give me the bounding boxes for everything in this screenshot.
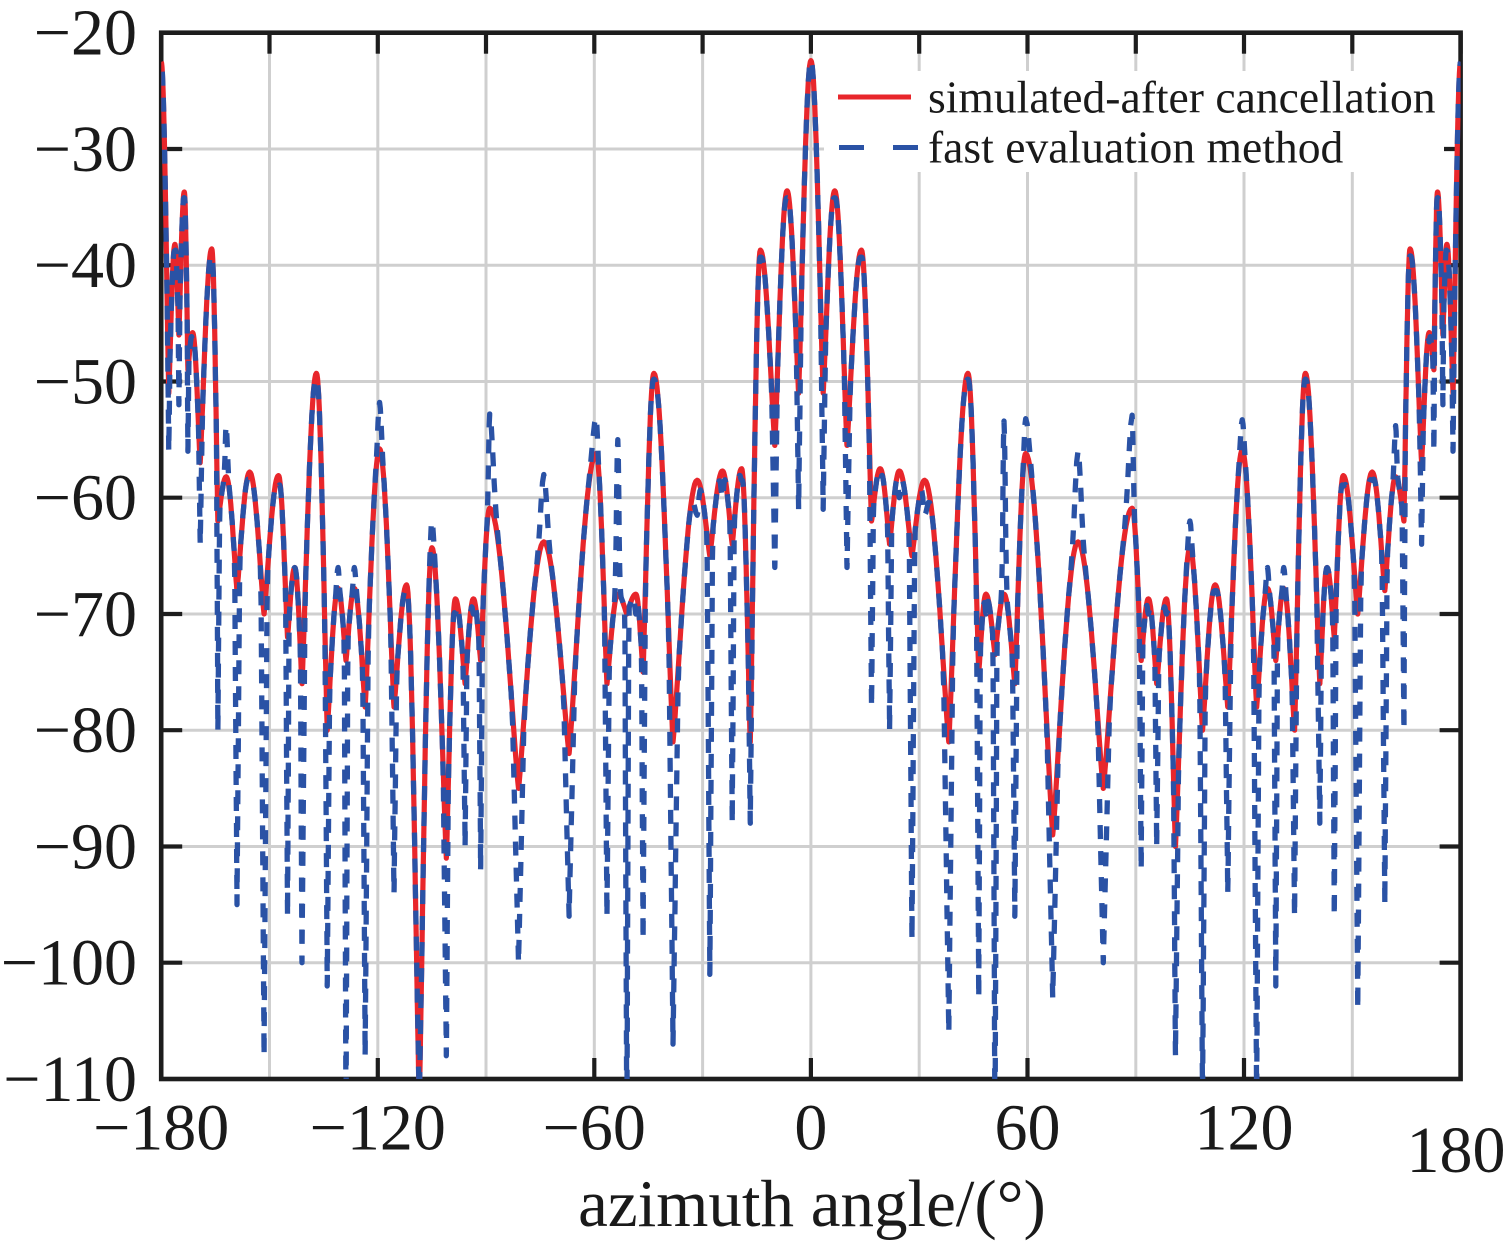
svg-text:120: 120: [1195, 1092, 1294, 1165]
svg-text:fast evaluation method: fast evaluation method: [928, 122, 1343, 173]
svg-text:180: 180: [1407, 1114, 1506, 1187]
svg-text:−180: −180: [93, 1092, 229, 1165]
svg-text:−120: −120: [310, 1092, 446, 1165]
svg-text:−50: −50: [34, 346, 137, 419]
svg-text:−60: −60: [34, 462, 137, 535]
svg-text:−80: −80: [34, 694, 137, 767]
svg-text:−110: −110: [3, 1043, 137, 1116]
svg-text:azimuth angle/(°): azimuth angle/(°): [578, 1167, 1046, 1241]
svg-text:−70: −70: [34, 578, 137, 651]
svg-text:0: 0: [794, 1092, 827, 1165]
svg-text:−90: −90: [34, 811, 137, 884]
svg-text:−30: −30: [34, 113, 137, 186]
svg-text:simulated-after cancellation: simulated-after cancellation: [928, 72, 1436, 123]
svg-text:−100: −100: [1, 927, 137, 1000]
svg-text:60: 60: [995, 1092, 1061, 1165]
svg-text:−60: −60: [543, 1092, 646, 1165]
svg-text:−20: −20: [34, 0, 137, 70]
svg-text:−40: −40: [34, 229, 137, 302]
